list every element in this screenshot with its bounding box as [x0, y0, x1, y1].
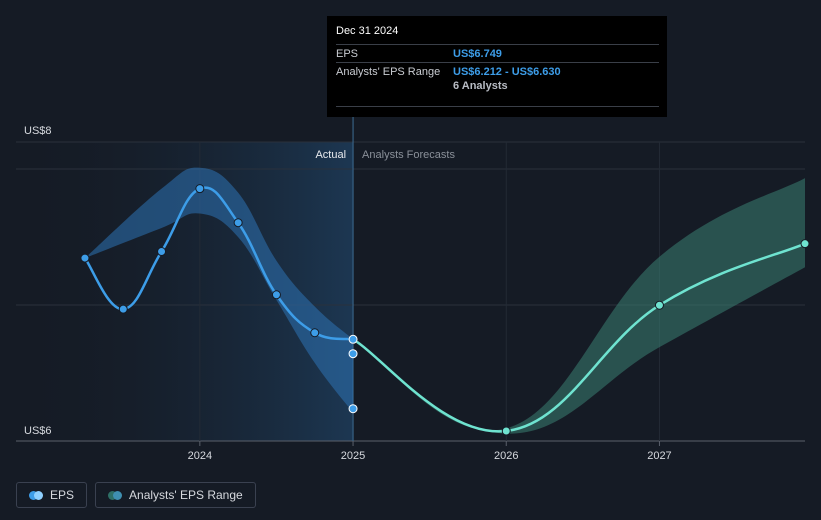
- tooltip-date: Dec 31 2024: [336, 25, 399, 37]
- eps-actual-point: [80, 253, 90, 263]
- eps-actual-point: [310, 328, 320, 338]
- eps-forecast-line: [351, 242, 807, 433]
- tooltip-range-value: US$6.212 - US$6.630: [453, 65, 561, 78]
- y-axis-top-label: US$8: [24, 125, 52, 137]
- eps-actual-point: [233, 218, 243, 228]
- tooltip-range-row: Analysts' EPS Range US$6.212 - US$6.630: [336, 62, 659, 80]
- actual-region-label: Actual: [315, 149, 346, 161]
- tooltip-eps-value: US$6.749: [453, 47, 502, 60]
- legend-eps-label: EPS: [50, 488, 75, 502]
- eps-legend-icon: [29, 490, 43, 500]
- range-marker-point: [348, 349, 358, 359]
- eps-actual-point: [118, 304, 128, 314]
- eps-range-band-forecast: [353, 178, 805, 434]
- x-tick-label: 2024: [188, 450, 212, 462]
- x-tick-label: 2026: [494, 450, 518, 462]
- legend-range-label: Analysts' EPS Range: [129, 488, 243, 502]
- range-marker-point: [348, 404, 358, 414]
- legend-eps-button[interactable]: EPS: [16, 482, 88, 508]
- x-tick-label: 2025: [341, 450, 365, 462]
- tooltip-eps-row: EPS US$6.749: [336, 44, 659, 62]
- eps-range-band-historical: [84, 167, 354, 413]
- eps-actual-point: [157, 247, 167, 257]
- y-axis-bottom-label: US$6: [24, 425, 52, 437]
- tooltip-analysts-row: 6 Analysts: [336, 80, 659, 107]
- hover-tooltip: Dec 31 2024 EPS US$6.749 Analysts' EPS R…: [327, 16, 667, 117]
- tooltip-eps-label: EPS: [336, 47, 359, 60]
- range-legend-icon: [108, 490, 123, 500]
- chart-legend: EPS Analysts' EPS Range: [16, 482, 256, 508]
- forecast-region-label: Analysts Forecasts: [362, 149, 455, 161]
- legend-range-button[interactable]: Analysts' EPS Range: [95, 482, 256, 508]
- eps-forecast-point: [501, 426, 511, 436]
- eps-actual-point: [271, 290, 281, 300]
- x-tick-label: 2027: [647, 450, 671, 462]
- eps-forecast-point: [800, 239, 810, 249]
- eps-forecast-point: [654, 300, 664, 310]
- eps-chart: 2024 2025 2026 2027 US$8 US$6 Actual Analysts F…: [16, 117, 810, 462]
- tooltip-analysts-count: 6 Analysts: [453, 80, 508, 92]
- eps-actual-point: [195, 184, 205, 194]
- hover-eps-point: [348, 334, 358, 344]
- tooltip-range-label: Analysts' EPS Range: [336, 65, 441, 78]
